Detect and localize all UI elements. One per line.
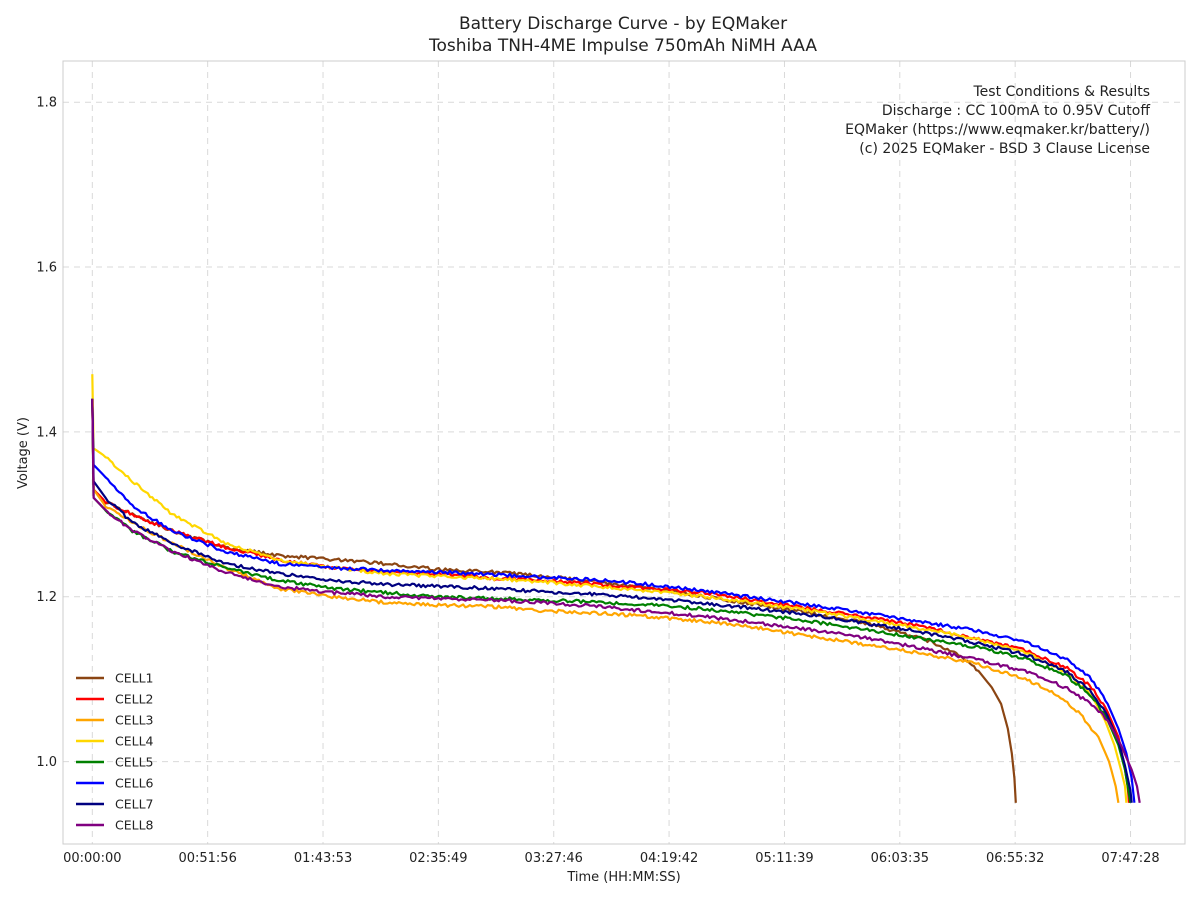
legend-label: CELL7 [115,797,154,812]
annotation-line: EQMaker (https://www.eqmaker.kr/battery/… [845,122,1150,138]
x-tick-label: 01:43:53 [294,851,352,866]
y-axis-label: Voltage (V) [16,417,31,489]
chart-subtitle: Toshiba TNH-4ME Impulse 750mAh NiMH AAA [428,36,817,56]
x-tick-label: 00:51:56 [178,851,236,866]
x-axis-label: Time (HH:MM:SS) [566,870,680,885]
y-tick-label: 1.0 [36,755,57,770]
plot-area-frame [62,60,1186,845]
x-tick-label: 07:47:28 [1101,851,1159,866]
y-tick-label: 1.2 [36,590,57,605]
series-line-cell5 [91,398,1132,803]
chart-title: Battery Discharge Curve - by EQMaker [459,14,787,34]
series-line-cell6 [91,398,1136,803]
annotation-line: (c) 2025 EQMaker - BSD 3 Clause License [859,141,1150,157]
x-tick-label: 06:03:35 [871,851,929,866]
x-tick-label: 05:11:39 [755,851,813,866]
legend-label: CELL5 [115,755,154,770]
legend-label: CELL1 [115,671,154,686]
y-tick-label: 1.6 [36,261,57,276]
y-tick-label: 1.8 [36,96,57,111]
x-tick-label: 02:35:49 [409,851,467,866]
x-tick-label: 04:19:42 [640,851,698,866]
series-line-cell7 [91,398,1133,803]
legend-label: CELL4 [115,734,154,749]
y-tick-label: 1.4 [36,425,57,440]
x-tick-label: 03:27:46 [525,851,583,866]
series-line-cell8 [91,398,1141,803]
series-line-cell4 [91,374,1128,803]
x-tick-label: 06:55:32 [986,851,1044,866]
legend-label: CELL3 [115,713,154,728]
legend-label: CELL2 [115,692,154,707]
annotation-line: Discharge : CC 100mA to 0.95V Cutoff [882,103,1151,119]
annotation-line: Test Conditions & Results [973,84,1151,100]
x-tick-label: 00:00:00 [63,851,121,866]
legend-label: CELL8 [115,818,154,833]
series-line-cell3 [91,398,1120,803]
legend-label: CELL6 [115,776,154,791]
